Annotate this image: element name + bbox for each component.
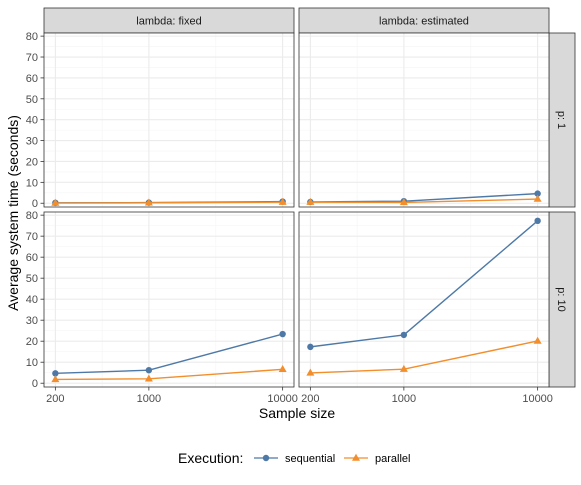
y-tick-label: 0: [32, 378, 38, 390]
y-tick-label: 30: [26, 136, 38, 148]
legend-marker-sequential: [262, 454, 270, 462]
legend-key-parallel: [344, 453, 368, 461]
y-tick-label: 50: [26, 94, 38, 106]
facet-strip-col-1: [43, 7, 295, 34]
y-tick-label: 10: [26, 357, 38, 369]
data-point-sequential: [534, 190, 541, 197]
data-point-parallel: [306, 368, 315, 376]
y-axis-title: Average system time (seconds): [5, 115, 21, 311]
data-point-parallel: [533, 336, 542, 344]
y-tick-label: 40: [26, 294, 38, 306]
facet-strip-row-2: [548, 211, 576, 388]
x-axis-title: Sample size: [259, 405, 335, 421]
x-tick-label: 1000: [392, 393, 416, 405]
data-point-parallel: [278, 365, 287, 373]
y-tick-label: 20: [26, 336, 38, 348]
y-tick-label: 40: [26, 115, 38, 127]
x-tick-label: 200: [301, 393, 319, 405]
y-tick-label: 80: [26, 210, 38, 222]
x-tick-label: 10000: [522, 393, 553, 405]
data-point-sequential: [279, 330, 286, 338]
data-point-sequential: [145, 366, 153, 374]
facet-strip-label-row-2: p: 10: [555, 287, 567, 311]
data-point-sequential: [307, 343, 314, 351]
y-tick-label: 0: [32, 198, 38, 210]
data-point-parallel: [399, 198, 408, 206]
panels-layer: lambda: fixed lambda: estimated p: 1 p: 10 0…: [26, 7, 576, 405]
data-point-parallel: [278, 197, 287, 205]
y-tick-label: 80: [26, 31, 38, 43]
facet-strip-label-col-1: lambda: fixed: [136, 16, 201, 28]
legend-label-sequential: sequential: [285, 453, 335, 465]
x-tick-label: 200: [46, 393, 64, 405]
x-tick-label: 1000: [137, 393, 161, 405]
facet-strip-label-row-1: p: 1: [555, 111, 567, 129]
data-point-parallel: [399, 364, 408, 372]
y-tick-label: 30: [26, 315, 38, 327]
data-point-parallel: [533, 194, 542, 202]
data-point-parallel: [51, 198, 60, 206]
legend-key-sequential: [254, 454, 278, 462]
legend: Execution: sequential parallel: [178, 450, 410, 466]
facet-strip-label-col-2: lambda: estimated: [379, 16, 469, 28]
data-point-sequential: [52, 370, 59, 377]
panel-border-2: [298, 32, 550, 208]
data-point-parallel: [306, 197, 315, 205]
data-point-parallel: [51, 375, 60, 383]
y-tick-label: 50: [26, 273, 38, 285]
data-point-sequential: [534, 217, 541, 225]
panel-border-4: [298, 211, 550, 388]
series-line-parallel: [55, 201, 283, 204]
legend-marker-parallel: [352, 453, 360, 461]
x-tick-label: 10000: [267, 393, 298, 405]
data-point-sequential: [400, 331, 408, 339]
y-tick-label: 60: [26, 73, 38, 85]
y-tick-label: 10: [26, 177, 38, 189]
y-tick-label: 70: [26, 231, 38, 243]
y-tick-label: 60: [26, 252, 38, 264]
facet-strip-row-1: [548, 32, 576, 208]
facet-strip-col-2: [298, 7, 550, 34]
legend-title: Execution:: [178, 450, 243, 466]
y-tick-label: 70: [26, 52, 38, 64]
data-point-parallel: [144, 198, 153, 206]
y-tick-label: 20: [26, 156, 38, 168]
data-point-parallel: [144, 374, 153, 382]
legend-label-parallel: parallel: [375, 453, 410, 465]
